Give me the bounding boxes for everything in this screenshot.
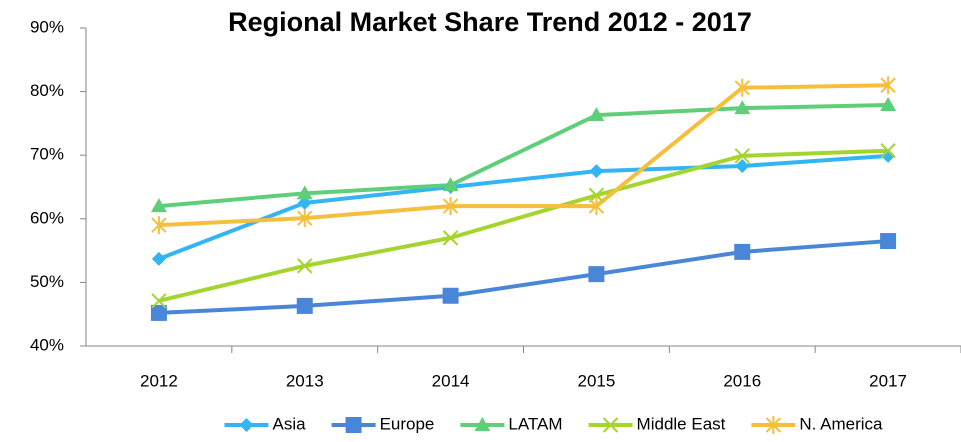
y-tick-label: 70% xyxy=(30,145,64,164)
legend-label: LATAM xyxy=(508,414,562,433)
marker xyxy=(151,251,166,266)
legend-item: Europe xyxy=(331,414,435,433)
marker xyxy=(765,416,782,434)
marker xyxy=(297,258,313,274)
chart-title: Regional Market Share Trend 2012 - 2017 xyxy=(228,7,752,37)
x-tick-label: 2013 xyxy=(286,371,324,390)
series-line xyxy=(158,239,889,315)
marker xyxy=(442,230,459,246)
legend-item: LATAM xyxy=(460,414,563,433)
series-line xyxy=(158,153,889,261)
series-line xyxy=(158,83,889,228)
marker xyxy=(588,107,605,122)
marker xyxy=(345,417,362,433)
x-tick-label: 2015 xyxy=(578,371,616,390)
marker xyxy=(734,78,750,97)
legend-label: Asia xyxy=(272,414,306,433)
marker xyxy=(589,164,604,179)
marker xyxy=(588,266,605,283)
marker xyxy=(588,197,605,216)
marker xyxy=(474,417,491,431)
series-line xyxy=(158,148,889,303)
marker xyxy=(735,159,750,174)
marker xyxy=(150,198,167,213)
y-tick-label: 90% xyxy=(30,17,64,36)
y-tick-label: 50% xyxy=(30,272,64,291)
marker xyxy=(442,197,459,216)
marker xyxy=(880,96,897,111)
legend-item: N. America xyxy=(751,414,883,434)
marker xyxy=(588,187,605,203)
marker xyxy=(297,195,312,210)
marker xyxy=(297,209,313,228)
marker xyxy=(151,293,167,309)
marker xyxy=(296,185,313,200)
marker xyxy=(602,417,619,433)
marker xyxy=(442,287,459,304)
marker xyxy=(734,100,751,115)
marker xyxy=(296,297,313,314)
legend-label: N. America xyxy=(799,414,883,433)
marker xyxy=(880,143,896,159)
marker xyxy=(880,233,897,250)
marker xyxy=(150,304,167,321)
marker xyxy=(734,243,751,260)
x-tick-label: 2017 xyxy=(869,371,907,390)
y-tick-label: 80% xyxy=(30,81,64,100)
marker xyxy=(881,148,896,163)
marker xyxy=(734,148,750,164)
marker xyxy=(442,177,459,192)
marker xyxy=(151,216,167,235)
x-tick-label: 2014 xyxy=(432,371,470,390)
y-tick-label: 40% xyxy=(30,335,64,354)
legend-label: Middle East xyxy=(637,414,726,433)
legend-item: Middle East xyxy=(588,414,726,433)
legend-label: Europe xyxy=(380,414,435,433)
x-tick-label: 2012 xyxy=(140,371,178,390)
y-tick-label: 60% xyxy=(30,208,64,227)
marker xyxy=(880,76,896,95)
marker xyxy=(239,418,254,432)
legend-item: Asia xyxy=(224,414,306,433)
x-tick-label: 2016 xyxy=(723,371,761,390)
series-line xyxy=(158,102,889,209)
